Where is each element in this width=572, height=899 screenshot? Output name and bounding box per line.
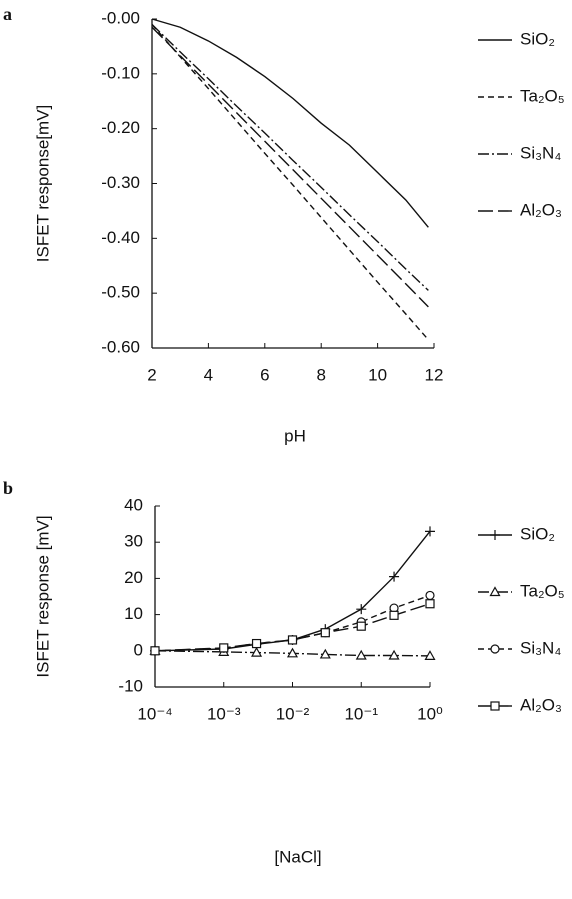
panel-letter: a <box>3 4 12 24</box>
y-tick-label: -0.40 <box>101 228 140 247</box>
x-axis-label: pH <box>284 426 306 445</box>
marker <box>319 648 331 659</box>
marker <box>389 571 400 582</box>
legend-marker <box>490 701 500 711</box>
y-tick-label: 30 <box>124 532 143 551</box>
y-tick-label: -0.00 <box>101 8 140 27</box>
series-line <box>154 530 431 652</box>
legend-label: Al₂O₃ <box>520 200 562 219</box>
y-tick-label: 20 <box>124 568 143 587</box>
marker <box>286 647 299 658</box>
legend-marker <box>489 586 501 597</box>
x-tick-label: 8 <box>316 365 325 384</box>
y-tick-label: 0 <box>134 640 143 659</box>
marker <box>389 610 399 620</box>
marker <box>356 604 367 615</box>
y-axis-label: ISFET response [mV] <box>33 515 52 677</box>
y-tick-label: 10 <box>124 604 143 623</box>
series-line <box>151 18 429 228</box>
marker <box>219 643 229 653</box>
x-tick-label: 10⁰ <box>417 704 443 723</box>
marker <box>287 635 298 645</box>
legend-label: Si₃N₄ <box>520 143 561 162</box>
marker <box>251 646 263 657</box>
series-line <box>154 603 431 652</box>
x-tick-label: 4 <box>204 365 213 384</box>
x-tick-label: 6 <box>260 365 269 384</box>
x-tick-label: 10 <box>368 365 387 384</box>
series-line <box>151 23 429 291</box>
y-tick-label: 40 <box>124 495 143 514</box>
legend-label: Si₃N₄ <box>520 638 561 657</box>
x-tick-label: 12 <box>425 365 444 384</box>
x-tick-label: 10⁻³ <box>207 704 241 723</box>
legend-label: Al₂O₃ <box>520 695 562 714</box>
y-tick-label: -0.30 <box>101 173 140 192</box>
marker <box>388 649 400 660</box>
legend-label: Ta₂O₅ <box>520 581 565 600</box>
x-axis-label: [NaCl] <box>274 847 321 866</box>
legend-label: SiO₂ <box>520 29 555 48</box>
y-axis-label: ISFET response[mV] <box>33 105 52 262</box>
y-tick-label: -0.20 <box>101 118 140 137</box>
x-tick-label: 2 <box>147 365 156 384</box>
series-line <box>154 650 431 657</box>
y-tick-label: -0.60 <box>101 337 140 356</box>
marker <box>251 638 262 649</box>
legend-marker <box>490 644 500 654</box>
x-tick-label: 10⁻⁴ <box>137 704 172 723</box>
marker <box>425 526 435 537</box>
series-line <box>151 26 429 308</box>
marker <box>424 650 436 660</box>
x-tick-label: 10⁻² <box>276 704 310 723</box>
series-line <box>151 24 429 341</box>
marker <box>356 621 366 631</box>
panel-letter: b <box>3 478 13 498</box>
legend-label: Ta₂O₅ <box>520 86 565 105</box>
marker <box>425 590 435 601</box>
marker <box>320 628 330 638</box>
legend-label: SiO₂ <box>520 524 555 543</box>
y-tick-label: -0.50 <box>101 283 140 302</box>
y-tick-label: -0.10 <box>101 63 140 82</box>
legend-marker <box>490 530 500 540</box>
y-tick-label: -10 <box>118 676 143 695</box>
marker <box>355 649 367 660</box>
x-tick-label: 10⁻¹ <box>344 704 378 723</box>
marker <box>425 599 435 609</box>
marker <box>150 646 160 656</box>
